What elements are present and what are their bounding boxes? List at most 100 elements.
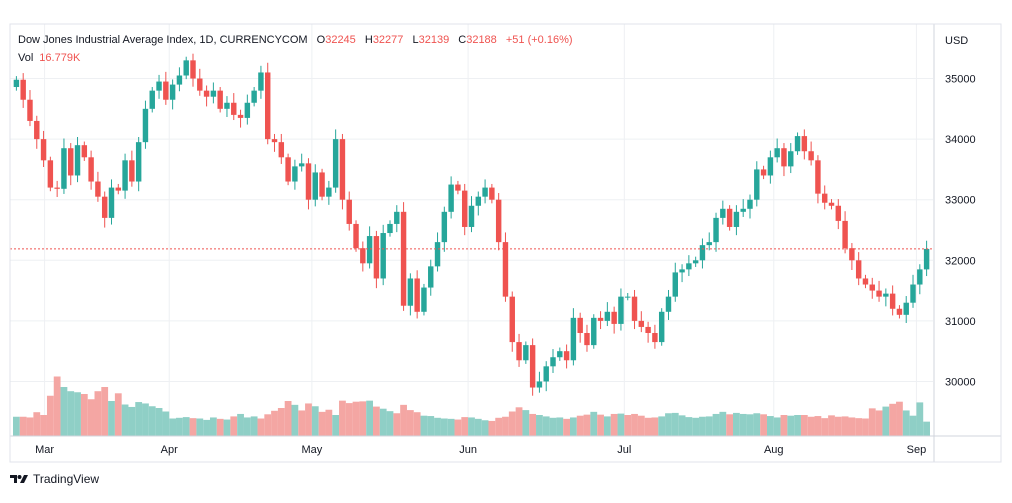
candle[interactable] (373, 230, 380, 289)
candle[interactable] (278, 133, 285, 164)
price-axis[interactable]: 35000 34000 33000 32000 31000 30000 (945, 74, 976, 389)
candle[interactable] (557, 347, 563, 361)
candle[interactable] (285, 153, 291, 186)
candle[interactable] (400, 202, 407, 311)
candle[interactable] (679, 264, 685, 283)
candle[interactable] (842, 211, 848, 254)
candle[interactable] (210, 82, 217, 104)
candle[interactable] (563, 344, 570, 369)
candle[interactable] (754, 161, 760, 207)
candle[interactable] (808, 141, 814, 166)
candle[interactable] (821, 185, 828, 210)
candle[interactable] (115, 183, 122, 195)
candle[interactable] (591, 314, 597, 349)
candle[interactable] (692, 256, 699, 267)
candle[interactable] (414, 270, 420, 319)
candle[interactable] (271, 133, 278, 152)
candle[interactable] (448, 176, 454, 219)
candle[interactable] (244, 94, 251, 125)
candle[interactable] (360, 241, 366, 272)
candle[interactable] (923, 240, 930, 277)
candle[interactable] (265, 62, 271, 145)
candle[interactable] (407, 273, 414, 316)
candle[interactable] (781, 143, 787, 177)
candle[interactable] (828, 199, 835, 210)
candle[interactable] (516, 333, 522, 367)
candle[interactable] (482, 179, 488, 204)
candle[interactable] (611, 306, 617, 334)
candle[interactable] (142, 100, 149, 149)
candle[interactable] (353, 220, 359, 252)
candle[interactable] (332, 129, 339, 193)
candle[interactable] (876, 280, 882, 302)
candle[interactable] (366, 226, 373, 269)
candle[interactable] (74, 136, 81, 183)
candle[interactable] (910, 274, 916, 308)
candle[interactable] (652, 324, 658, 349)
candle[interactable] (421, 283, 427, 316)
candle[interactable] (523, 341, 529, 364)
candle[interactable] (231, 93, 237, 121)
candle[interactable] (54, 180, 60, 197)
candle[interactable] (455, 180, 461, 195)
candle[interactable] (645, 321, 651, 343)
candle[interactable] (441, 206, 448, 252)
candle[interactable] (536, 371, 543, 393)
candle[interactable] (767, 150, 774, 184)
candle[interactable] (95, 171, 101, 202)
candle[interactable] (699, 238, 706, 269)
candle[interactable] (13, 76, 20, 91)
candle[interactable] (163, 71, 169, 105)
candle[interactable] (801, 129, 808, 160)
candle[interactable] (604, 302, 611, 327)
time-axis[interactable]: Mar Apr May Jun Jul Aug Sep (35, 444, 926, 456)
candle[interactable] (794, 132, 801, 155)
candle[interactable] (631, 289, 638, 330)
candle[interactable] (917, 264, 923, 295)
candle[interactable] (27, 90, 33, 127)
candle[interactable] (176, 67, 183, 92)
candle[interactable] (34, 115, 40, 149)
candle[interactable] (156, 74, 162, 99)
candle[interactable] (217, 87, 223, 113)
candle[interactable] (149, 87, 155, 113)
candle[interactable] (495, 193, 502, 251)
candle[interactable] (292, 159, 298, 190)
candle[interactable] (88, 150, 94, 190)
candle[interactable] (672, 262, 678, 302)
candle[interactable] (305, 158, 312, 210)
candle[interactable] (889, 285, 896, 316)
candle[interactable] (529, 338, 536, 396)
candle[interactable] (686, 255, 692, 277)
candle[interactable] (47, 156, 54, 192)
candle[interactable] (883, 288, 889, 307)
candle[interactable] (896, 305, 903, 319)
candle[interactable] (135, 136, 142, 192)
candle[interactable] (461, 183, 468, 236)
candle[interactable] (740, 199, 746, 217)
candle[interactable] (224, 96, 230, 118)
candle[interactable] (713, 212, 719, 252)
candle[interactable] (862, 274, 869, 289)
candle[interactable] (468, 196, 475, 233)
candle[interactable] (258, 65, 264, 99)
candle[interactable] (658, 308, 665, 346)
candle[interactable] (625, 293, 631, 301)
candle[interactable] (849, 243, 855, 270)
candle[interactable] (855, 252, 862, 286)
candle[interactable] (101, 191, 108, 228)
footer-brand[interactable]: TradingView (10, 472, 99, 486)
candle[interactable] (543, 361, 549, 392)
candle[interactable] (387, 220, 393, 237)
candle[interactable] (237, 109, 244, 128)
candle[interactable] (733, 205, 740, 236)
candle[interactable] (380, 224, 386, 286)
candle[interactable] (489, 183, 495, 204)
candle[interactable] (747, 194, 753, 219)
candle[interactable] (81, 141, 88, 161)
candle[interactable] (203, 85, 210, 107)
candle[interactable] (550, 349, 556, 373)
candle[interactable] (869, 277, 875, 299)
candle[interactable] (190, 53, 196, 87)
